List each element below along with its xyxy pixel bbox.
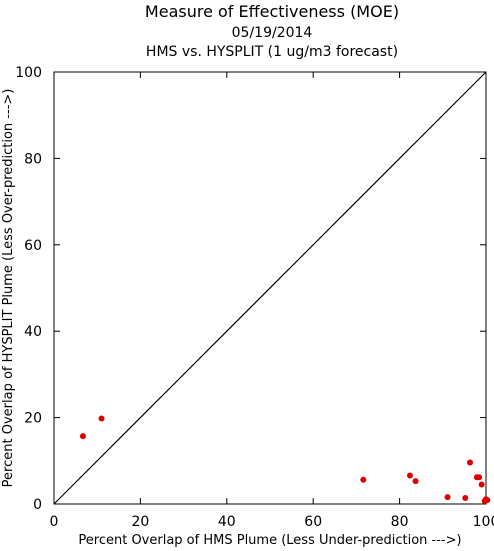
chart-subtitle-comparison: HMS vs. HYSPLIT (1 ug/m3 forecast) bbox=[146, 44, 398, 60]
x-tick-label: 60 bbox=[304, 514, 322, 530]
chart-title: Measure of Effectiveness (MOE) bbox=[145, 2, 399, 21]
scatter-point bbox=[484, 497, 491, 504]
chart-subtitle: 05/19/2014 bbox=[232, 25, 313, 41]
x-tick-label: 0 bbox=[50, 514, 59, 530]
scatter-point bbox=[467, 459, 474, 466]
y-tick-label: 80 bbox=[24, 151, 42, 167]
y-axis-ticks: 0 20 40 60 80 100 bbox=[15, 65, 486, 513]
scatter-point bbox=[406, 472, 413, 479]
x-tick-label: 100 bbox=[473, 514, 494, 530]
y-tick-label: 0 bbox=[33, 497, 42, 513]
x-tick-label: 80 bbox=[391, 514, 409, 530]
one-to-one-reference-line bbox=[53, 71, 487, 505]
x-tick-label: 40 bbox=[218, 514, 236, 530]
y-axis-label: Percent Overlap of HYSPLIT Plume (Less O… bbox=[1, 89, 16, 488]
x-tick-label: 20 bbox=[131, 514, 149, 530]
scatter-point bbox=[444, 494, 451, 501]
y-tick-label: 40 bbox=[24, 324, 42, 340]
y-tick-label: 20 bbox=[24, 411, 42, 427]
plot-frame bbox=[53, 71, 487, 505]
scatter-point bbox=[478, 481, 485, 488]
scatter-point bbox=[476, 474, 483, 481]
x-axis-ticks: 0 20 40 60 80 100 bbox=[50, 72, 494, 530]
scatter-point bbox=[79, 433, 86, 440]
x-axis-label: Percent Overlap of HMS Plume (Less Under… bbox=[78, 533, 461, 548]
scatter-point bbox=[360, 476, 367, 483]
scatter-point bbox=[412, 478, 419, 485]
y-tick-label: 60 bbox=[24, 238, 42, 254]
data-points bbox=[79, 415, 491, 504]
scatter-point bbox=[462, 494, 469, 501]
scatter-point bbox=[98, 415, 105, 422]
y-tick-label: 100 bbox=[15, 65, 42, 81]
